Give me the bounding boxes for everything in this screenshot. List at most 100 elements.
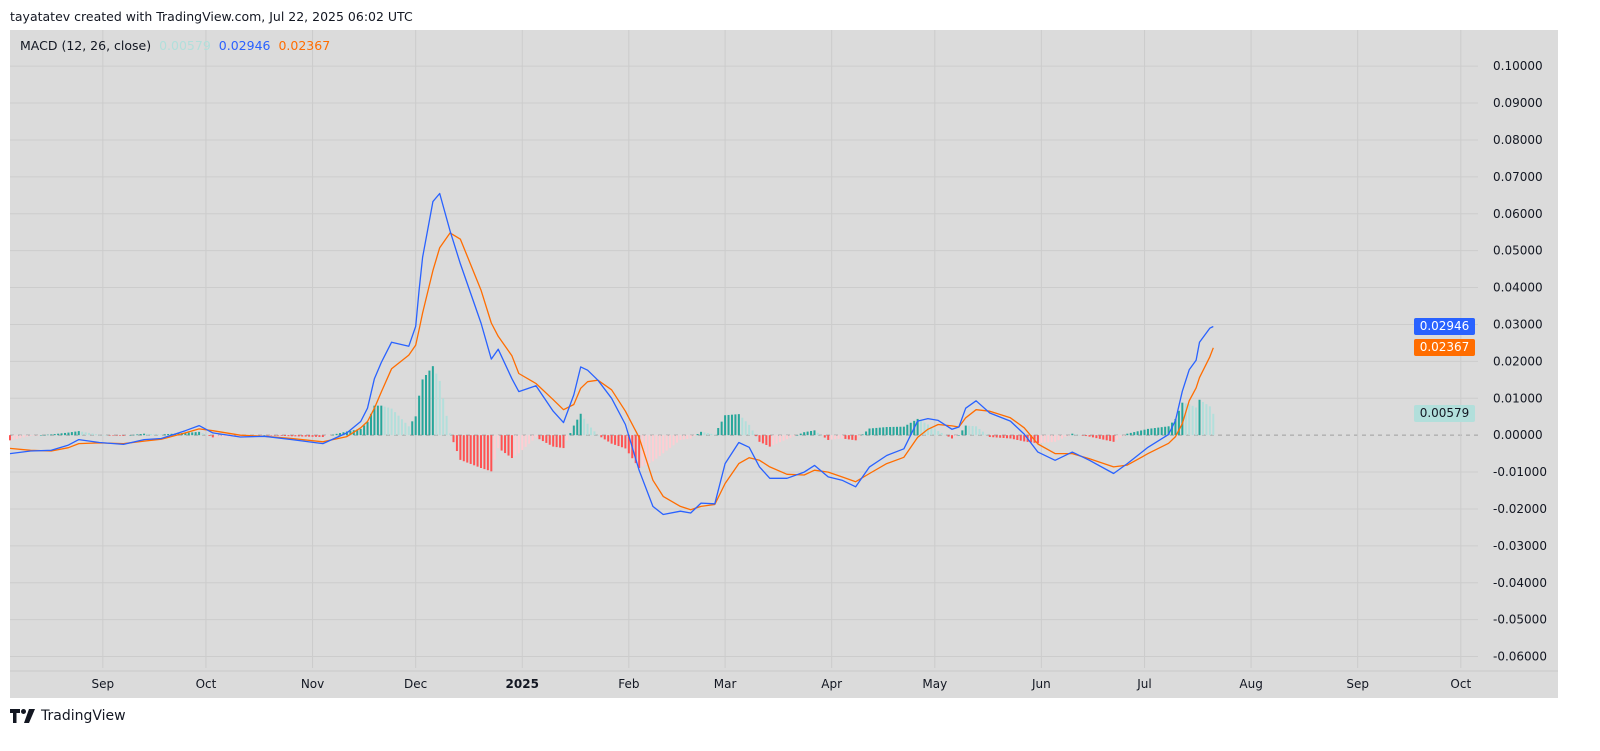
histogram-bar [149, 433, 152, 436]
histogram-bar [572, 425, 575, 436]
histogram-bar [1091, 435, 1094, 438]
histogram-bar [431, 366, 434, 436]
histogram-bar [383, 406, 386, 436]
histogram-bar [1019, 435, 1022, 441]
histogram-bar [9, 435, 11, 441]
histogram-bar [672, 435, 675, 446]
histogram-bar [229, 435, 232, 438]
histogram-bar [603, 435, 606, 440]
histogram-bar [208, 435, 211, 436]
histogram-bar [1030, 435, 1033, 443]
histogram-bar [259, 435, 262, 436]
histogram-bar [335, 433, 338, 436]
indicator-legend[interactable]: MACD (12, 26, close) 0.00579 0.02946 0.0… [20, 38, 334, 53]
histogram-bar [730, 414, 733, 436]
histogram-bar [528, 435, 531, 444]
histogram-bar [452, 435, 455, 443]
histogram-bar [689, 435, 692, 439]
histogram-bar [892, 426, 895, 436]
histogram-bar [349, 430, 352, 436]
chart-pane[interactable] [10, 30, 1558, 698]
histogram-bar [902, 426, 905, 436]
histogram-bar [50, 434, 53, 436]
histogram-bar [868, 428, 871, 436]
histogram-bar [1150, 428, 1153, 436]
histogram-bar [91, 433, 94, 436]
y-tick-label: 0.00000 [1493, 428, 1543, 442]
histogram-bar [596, 435, 599, 436]
brand-name: TradingView [41, 708, 126, 724]
histogram-bar [105, 435, 108, 436]
histogram-bar [77, 431, 80, 436]
histogram-bar [1188, 404, 1191, 436]
histogram-bar [593, 431, 596, 436]
histogram-bar [524, 435, 527, 447]
histogram-bar [81, 431, 84, 436]
histogram-bar [734, 414, 737, 436]
histogram-bar [830, 435, 833, 440]
histogram-bar [332, 434, 335, 436]
histogram-bar [1009, 435, 1012, 439]
histogram-bar [469, 435, 472, 464]
histogram-bar [975, 426, 978, 436]
histogram-bar [297, 435, 300, 437]
histogram-bar [541, 435, 544, 442]
histogram-bar [369, 413, 372, 436]
histogram-bar [871, 428, 874, 436]
histogram-bar [1047, 435, 1050, 443]
histogram-bar [858, 435, 861, 438]
histogram-bar [445, 415, 448, 436]
histogram-bar [239, 435, 242, 438]
histogram-bar [504, 435, 507, 454]
histogram-bar [675, 435, 678, 443]
time-axis: Sep Oct Nov Dec 2025 Feb Mar Apr May Jun Jul Aug Sep… [92, 677, 1472, 691]
histogram-bar [1012, 435, 1015, 440]
histogram-bar [610, 435, 613, 444]
histogram-bar [88, 432, 91, 436]
histogram-bar [906, 424, 909, 436]
y-tick-label: -0.03000 [1493, 539, 1547, 553]
tradingview-branding[interactable]: TradingView [10, 708, 126, 724]
histogram-bar [143, 433, 146, 436]
x-tick-label: Jun [1031, 677, 1051, 691]
histogram-bar [1054, 435, 1057, 442]
histogram-bar [1067, 435, 1070, 436]
histogram-bar [779, 435, 782, 443]
histogram-bar [284, 435, 287, 436]
histogram-bar [1119, 435, 1122, 438]
grid-lines [10, 30, 1558, 672]
histogram-bar [67, 432, 70, 436]
histogram-bar [12, 435, 15, 440]
histogram-bar [1002, 435, 1005, 438]
histogram-bar [813, 430, 816, 436]
histogram-bar [665, 435, 668, 451]
histogram-bar [191, 432, 194, 436]
histogram-bar [586, 423, 589, 436]
histogram-bar [500, 435, 503, 451]
histogram-bar [424, 375, 427, 436]
histogram-bar [325, 435, 328, 437]
histogram-bar [26, 435, 29, 437]
histogram-bar [125, 435, 128, 436]
histogram-bar [751, 430, 754, 436]
histogram-bar [1133, 432, 1136, 436]
histogram-bar [43, 434, 46, 436]
histogram-bar [273, 435, 276, 436]
x-tick-label: 2025 [506, 677, 539, 691]
histogram-bar [861, 434, 864, 436]
histogram-bar [1157, 427, 1160, 436]
histogram-bar [727, 414, 730, 436]
histogram-bar [435, 373, 438, 436]
histogram-bar [933, 428, 936, 436]
histogram-bar [889, 426, 892, 436]
x-tick-label: Feb [618, 677, 639, 691]
histogram-bar [1191, 405, 1194, 436]
histogram-bar [1081, 435, 1084, 436]
histogram-bar [387, 407, 390, 436]
histogram-bar [1050, 435, 1053, 443]
x-tick-label: Mar [714, 677, 737, 691]
histogram-bar [167, 434, 170, 436]
histogram-bar [579, 413, 582, 436]
histogram-bar [923, 422, 926, 436]
